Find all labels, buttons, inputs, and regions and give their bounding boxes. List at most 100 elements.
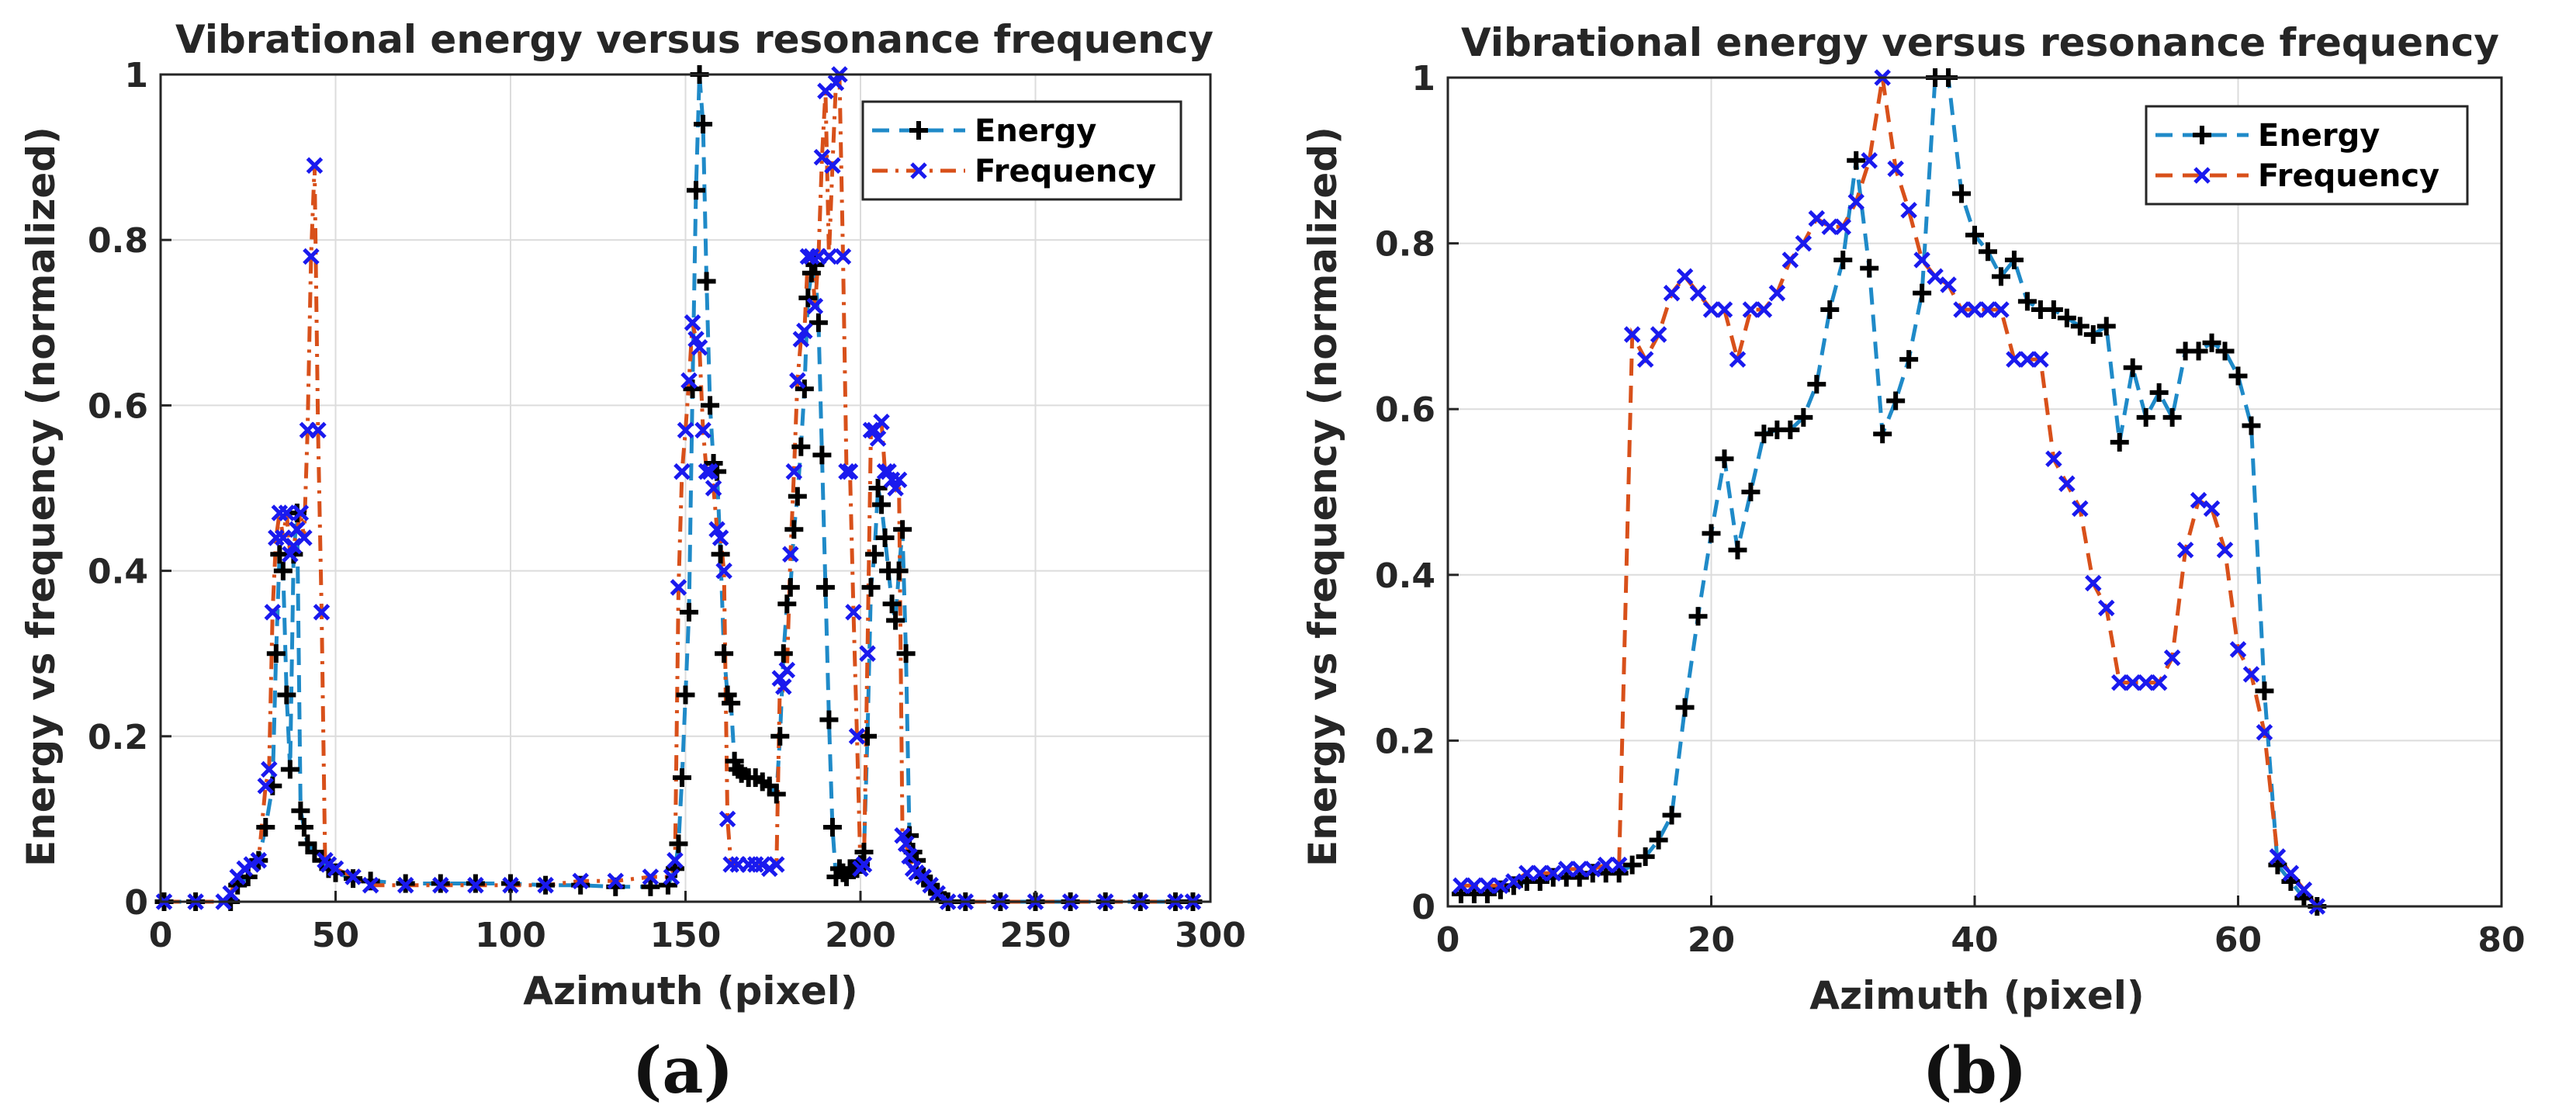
chart-a-frequency-point bbox=[785, 462, 803, 480]
chart-a-frequency-point bbox=[303, 248, 320, 265]
chart-b-frequency-point bbox=[1505, 873, 1522, 890]
chart-a-ticks: 0 50 100 150 200 250 300 0 0.2 0.4 0.6 0.8 1 bbox=[88, 56, 1246, 955]
chart-panel-b: Vibrational energy versus resonance freq… bbox=[1300, 20, 2526, 1108]
chart-b-frequency-point bbox=[1452, 877, 1470, 895]
chart-a-energy-point bbox=[781, 577, 800, 597]
chart-a-energy-point bbox=[294, 818, 313, 837]
chart-a-frequency-point bbox=[292, 504, 310, 521]
chart-b-energy-point bbox=[1965, 225, 1984, 244]
chart-b-energy-point bbox=[1899, 350, 1919, 369]
chart-a-frequency-point bbox=[396, 876, 414, 894]
chart-b-frequency-point-d2 bbox=[1768, 284, 1786, 302]
chart-a-ylabel: Energy vs frequency (normalized) bbox=[19, 126, 64, 867]
chart-b-frequency-point-d2 bbox=[1729, 351, 1747, 368]
chart-a-frequency-point bbox=[257, 777, 275, 795]
chart-b-frequency-point bbox=[2072, 500, 2089, 518]
chart-a-frequency-point-d2 bbox=[663, 868, 680, 885]
chart-a-frequency-point-d2 bbox=[396, 876, 414, 894]
chart-a-frequency-point-d2 bbox=[502, 876, 519, 894]
chart-a-frequency-point bbox=[264, 604, 282, 621]
chart-b-legend-box bbox=[2145, 105, 2469, 206]
chart-a-frequency-point-d2 bbox=[890, 471, 908, 489]
chart-b-xtick-label: 0 bbox=[1436, 920, 1460, 960]
chart-b-energy-point bbox=[1781, 420, 1800, 439]
chart-a-energy-point bbox=[722, 694, 741, 713]
chart-b-frequency-point bbox=[2085, 574, 2102, 592]
chart-b-frequency-point bbox=[1584, 861, 1601, 878]
chart-b-energy-point bbox=[2202, 333, 2221, 352]
chart-a-energy-point bbox=[815, 577, 835, 597]
chart-a-energy-point bbox=[687, 181, 706, 200]
chart-b-energy-point bbox=[2057, 308, 2076, 327]
chart-a-frequency-point bbox=[782, 546, 799, 563]
chart-b-frequency-point-d2 bbox=[1702, 301, 1720, 318]
chart-a-frequency-point bbox=[841, 462, 859, 480]
chart-b-frequency-point-d2 bbox=[2006, 351, 2023, 368]
chart-a-frequency-point-d2 bbox=[708, 521, 725, 539]
chart-b-frequency-point bbox=[2019, 351, 2036, 368]
chart-a-frequency-point bbox=[845, 604, 862, 621]
chart-a-energy-point bbox=[791, 437, 811, 456]
chart-a-frequency-point-d2 bbox=[684, 314, 701, 331]
chart-b-frequency-point bbox=[1979, 301, 1996, 318]
chart-b-frequency-point bbox=[1781, 251, 1799, 268]
chart-a-frequency-point-d2 bbox=[680, 372, 698, 390]
chart-a-energy-point bbox=[711, 545, 730, 564]
chart-a-ytick-label: 0.4 bbox=[88, 553, 148, 592]
chart-a-frequency-point-d2 bbox=[292, 504, 310, 521]
chart-b-frequency-point bbox=[1834, 218, 1852, 236]
chart-a-frequency-point bbox=[901, 847, 918, 865]
chart-a-frequency-point bbox=[897, 835, 915, 853]
chart-b-energy-point bbox=[2096, 317, 2116, 336]
chart-b-energy-point bbox=[2004, 250, 2024, 269]
chart-b-frequency-point bbox=[1689, 284, 1707, 302]
chart-a-xtick-label: 150 bbox=[650, 916, 722, 955]
chart-a-legend-energy-marker-glyph bbox=[909, 121, 928, 140]
chart-a-frequency-point bbox=[701, 462, 718, 480]
chart-b-energy-point bbox=[1978, 242, 1997, 262]
chart-b-energy-point bbox=[2215, 341, 2235, 361]
chart-a-frequency-point bbox=[502, 876, 519, 894]
chart-b-frequency-point bbox=[2229, 641, 2247, 658]
chart-b-legend: Energy Frequency bbox=[2145, 105, 2469, 206]
chart-a-legend-frequency-marker-glyph-d2 bbox=[910, 162, 927, 179]
chart-b-energy-point bbox=[2123, 358, 2142, 377]
chart-b-frequency-point-d2 bbox=[1781, 251, 1799, 268]
chart-a-xtick-label: 250 bbox=[1000, 916, 1072, 955]
chart-b-frequency-point bbox=[1755, 301, 1773, 318]
chart-a-frequency-point bbox=[680, 372, 698, 390]
chart-a-frequency-point-d2 bbox=[327, 860, 345, 878]
chart-b-frequency-point bbox=[2216, 541, 2234, 559]
chart-b-frequency-point-d2 bbox=[2150, 674, 2168, 691]
chart-a-xtick-label: 300 bbox=[1175, 916, 1246, 955]
chart-b-frequency-point bbox=[1532, 864, 1549, 882]
chart-a-frequency-point-d2 bbox=[845, 604, 862, 621]
chart-b-frequency-point bbox=[2176, 541, 2194, 559]
chart-b-ytick-label: 0.6 bbox=[1375, 390, 1435, 430]
chart-a-ytick-label: 1 bbox=[124, 56, 148, 95]
chart-b-energy-point bbox=[1622, 855, 1642, 875]
chart-b-frequency-point-d2 bbox=[2110, 674, 2128, 691]
chart-a-frequency-point-d2 bbox=[715, 562, 732, 580]
chart-b-frequency-point-d2 bbox=[1676, 268, 1694, 286]
chart-b-frequency-point bbox=[2282, 864, 2300, 882]
chart-a-xtick-label: 100 bbox=[475, 916, 546, 955]
chart-a-frequency-point-d2 bbox=[537, 876, 554, 894]
chart-a-frequency-point-d2 bbox=[687, 331, 705, 348]
chart-b-frequency-point bbox=[1729, 351, 1747, 368]
chart-b-frequency-point bbox=[1570, 861, 1588, 878]
chart-a-frequency-point-d2 bbox=[310, 421, 327, 439]
chart-a-legend: Energy Frequency bbox=[861, 100, 1182, 201]
chart-a-energy-point bbox=[875, 528, 895, 547]
chart-b-energy-point bbox=[1952, 184, 1972, 203]
chart-a-energy-point bbox=[767, 785, 786, 804]
chart-b-energy-point bbox=[1649, 830, 1668, 850]
chart-b-grid bbox=[1447, 77, 2502, 907]
chart-b-legend-frequency-label: Frequency bbox=[2258, 158, 2439, 194]
chart-a-frequency-point bbox=[698, 462, 715, 480]
chart-a-xtick-label: 0 bbox=[149, 916, 173, 955]
chart-b-frequency-point bbox=[1636, 351, 1654, 368]
chart-b-frequency-point bbox=[1518, 864, 1536, 882]
chart-a-frequency-point-d2 bbox=[572, 872, 589, 890]
chart-b-ytick-label: 0.2 bbox=[1375, 722, 1435, 761]
